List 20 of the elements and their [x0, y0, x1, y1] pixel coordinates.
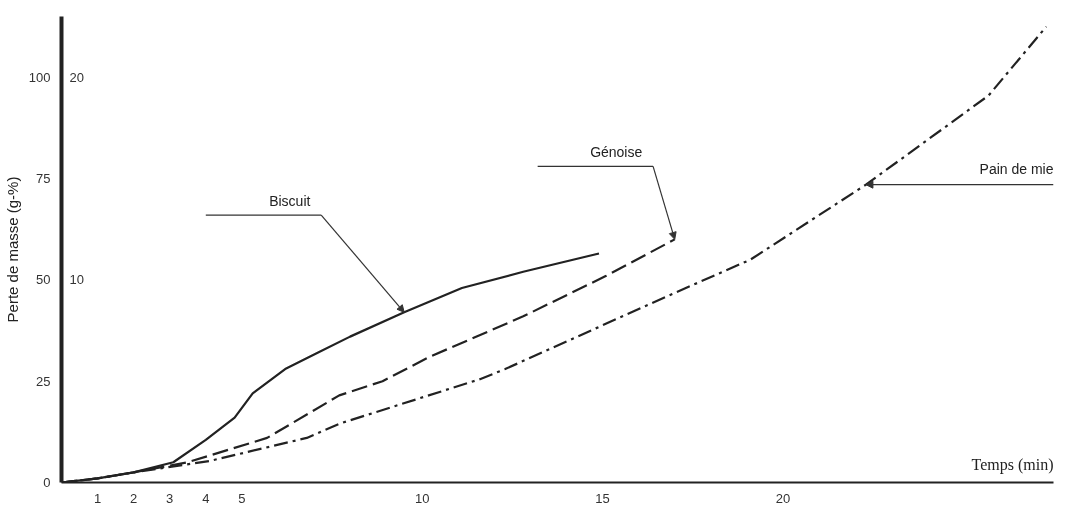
y-tick-label: 50 [36, 272, 51, 288]
x-tick-label: 20 [775, 490, 791, 506]
text: Pain de mie [979, 160, 1054, 177]
y2-tick-label: 20 [69, 69, 84, 85]
x-axis-title: Temps (min) [971, 455, 1054, 474]
y-tick-label: 100 [28, 69, 51, 85]
x-tick-label: 3 [166, 490, 174, 506]
x-tick-label: 2 [130, 490, 138, 506]
y2-tick-label: 10 [69, 272, 84, 288]
x-tick-label: 1 [93, 490, 102, 506]
x-tick-label: 5 [238, 490, 246, 506]
y-tick-label: 25 [36, 373, 51, 389]
y-axis-title: Perte de masse (g-%) [3, 176, 21, 323]
x-tick-label: 15 [595, 490, 610, 506]
y-tick-label: 0 [43, 475, 51, 490]
text: Biscuit [269, 193, 311, 210]
x-tick-label: 4 [202, 490, 210, 506]
x-tick-label: 10 [415, 490, 430, 506]
text: Génoise [590, 144, 643, 161]
y-tick-label: 75 [36, 171, 51, 187]
